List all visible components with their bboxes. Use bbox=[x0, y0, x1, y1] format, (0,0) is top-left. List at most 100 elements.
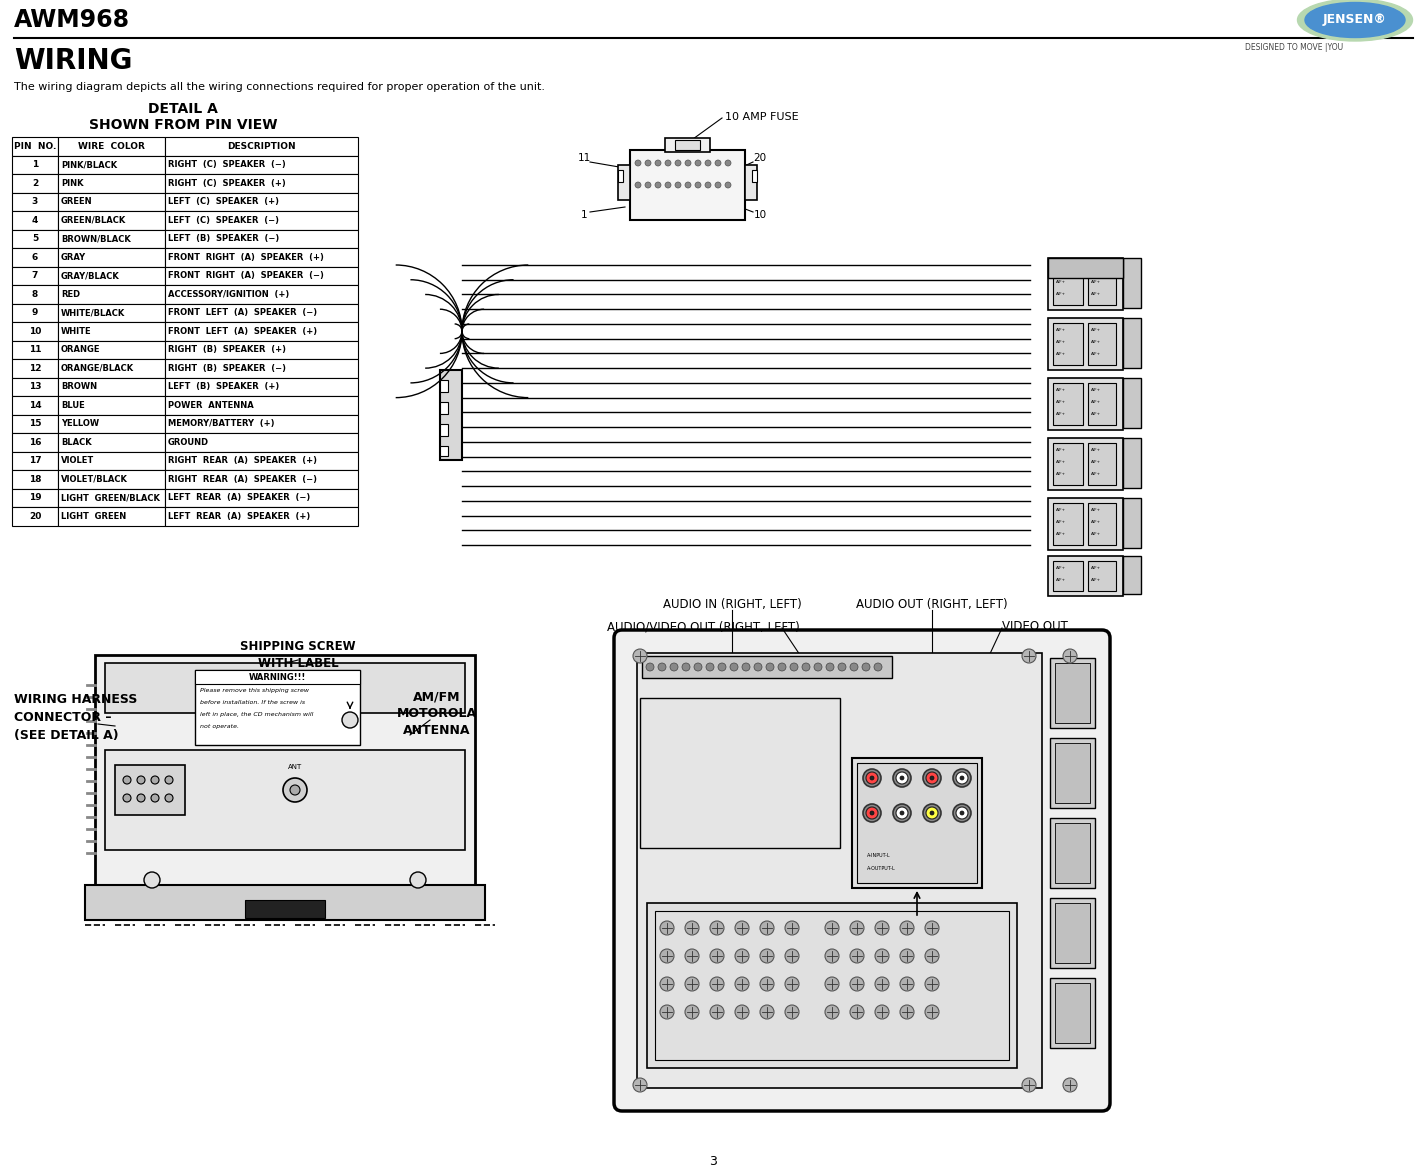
Text: GRAY/BLACK: GRAY/BLACK bbox=[61, 272, 120, 280]
Text: 14: 14 bbox=[29, 400, 41, 410]
Text: BLACK: BLACK bbox=[61, 438, 91, 447]
Circle shape bbox=[900, 977, 915, 991]
Circle shape bbox=[863, 769, 880, 787]
Bar bbox=[11, 303, 59, 322]
Text: BROWN/BLACK: BROWN/BLACK bbox=[61, 234, 131, 244]
Bar bbox=[166, 192, 358, 211]
Text: A/F+: A/F+ bbox=[1092, 566, 1102, 570]
Bar bbox=[59, 470, 166, 488]
Circle shape bbox=[866, 772, 878, 785]
Text: ACCESSORY/IGNITION  (+): ACCESSORY/IGNITION (+) bbox=[168, 289, 290, 299]
Text: A/F+: A/F+ bbox=[1056, 388, 1066, 392]
Bar bbox=[11, 488, 59, 507]
Bar bbox=[1047, 498, 1123, 550]
Circle shape bbox=[694, 663, 702, 671]
Circle shape bbox=[953, 769, 970, 787]
Bar bbox=[1047, 258, 1123, 310]
Bar bbox=[166, 285, 358, 303]
Circle shape bbox=[645, 182, 651, 189]
Text: A/F+: A/F+ bbox=[1056, 520, 1066, 523]
Bar bbox=[166, 470, 358, 488]
Bar bbox=[11, 248, 59, 267]
Bar bbox=[59, 267, 166, 285]
Circle shape bbox=[725, 182, 731, 189]
Bar bbox=[59, 341, 166, 359]
Bar bbox=[11, 377, 59, 396]
Text: A/F+: A/F+ bbox=[1092, 280, 1102, 285]
Text: AM/FM
MOTOROLA
ANTENNA: AM/FM MOTOROLA ANTENNA bbox=[397, 690, 477, 737]
Bar bbox=[116, 765, 186, 815]
Circle shape bbox=[144, 872, 160, 888]
Circle shape bbox=[925, 949, 939, 963]
Text: A/F+: A/F+ bbox=[1092, 460, 1102, 464]
Bar bbox=[59, 285, 166, 303]
Bar bbox=[1050, 978, 1095, 1048]
Circle shape bbox=[900, 1005, 915, 1019]
Text: RIGHT  REAR  (A)  SPEAKER  (−): RIGHT REAR (A) SPEAKER (−) bbox=[168, 474, 317, 484]
Bar bbox=[166, 359, 358, 377]
Circle shape bbox=[123, 776, 131, 785]
Text: RIGHT  REAR  (A)  SPEAKER  (+): RIGHT REAR (A) SPEAKER (+) bbox=[168, 457, 317, 465]
Bar bbox=[618, 170, 624, 182]
Text: ANT: ANT bbox=[288, 763, 303, 771]
Text: ORANGE/BLACK: ORANGE/BLACK bbox=[61, 364, 134, 372]
Circle shape bbox=[896, 807, 908, 819]
Text: LEFT  REAR  (A)  SPEAKER  (+): LEFT REAR (A) SPEAKER (+) bbox=[168, 512, 310, 521]
Bar bbox=[440, 381, 448, 392]
Circle shape bbox=[685, 182, 691, 189]
Bar bbox=[655, 911, 1009, 1060]
Bar bbox=[166, 156, 358, 174]
Circle shape bbox=[850, 977, 863, 991]
Text: WHITE: WHITE bbox=[61, 327, 91, 336]
Bar bbox=[59, 137, 166, 156]
Bar bbox=[166, 488, 358, 507]
Circle shape bbox=[645, 160, 651, 166]
Bar bbox=[11, 341, 59, 359]
Bar bbox=[646, 903, 1017, 1068]
Bar bbox=[639, 698, 841, 848]
Bar bbox=[11, 322, 59, 341]
Text: 12: 12 bbox=[29, 364, 41, 372]
Circle shape bbox=[661, 922, 674, 934]
Text: WIRING HARNESS
CONNECTOR –
(SEE DETAIL A): WIRING HARNESS CONNECTOR – (SEE DETAIL A… bbox=[14, 693, 137, 742]
Text: A/F+: A/F+ bbox=[1056, 328, 1066, 333]
Circle shape bbox=[778, 663, 786, 671]
Text: 2: 2 bbox=[31, 179, 39, 187]
Text: 15: 15 bbox=[29, 419, 41, 429]
Circle shape bbox=[671, 663, 678, 671]
Bar bbox=[245, 900, 325, 918]
Bar bbox=[166, 174, 358, 192]
Text: PINK/BLACK: PINK/BLACK bbox=[61, 160, 117, 170]
Circle shape bbox=[893, 804, 910, 822]
Circle shape bbox=[685, 160, 691, 166]
Text: A/F+: A/F+ bbox=[1056, 508, 1066, 512]
Text: WARNING!!!: WARNING!!! bbox=[248, 672, 305, 682]
Bar bbox=[106, 663, 465, 713]
Circle shape bbox=[825, 922, 839, 934]
Bar bbox=[59, 156, 166, 174]
Text: RIGHT  (B)  SPEAKER  (+): RIGHT (B) SPEAKER (+) bbox=[168, 345, 285, 355]
Circle shape bbox=[926, 772, 938, 785]
Text: BROWN: BROWN bbox=[61, 382, 97, 391]
Bar bbox=[166, 507, 358, 526]
Circle shape bbox=[862, 663, 870, 671]
Bar bbox=[1050, 738, 1095, 808]
Text: 8: 8 bbox=[31, 289, 39, 299]
Bar bbox=[59, 192, 166, 211]
Bar bbox=[1050, 658, 1095, 728]
Text: A/F+: A/F+ bbox=[1092, 472, 1102, 475]
Text: A/F+: A/F+ bbox=[1056, 532, 1066, 536]
Text: 17: 17 bbox=[29, 457, 41, 465]
Circle shape bbox=[870, 776, 873, 780]
Circle shape bbox=[923, 804, 940, 822]
Bar bbox=[11, 211, 59, 230]
Circle shape bbox=[665, 160, 671, 166]
Circle shape bbox=[826, 663, 833, 671]
Circle shape bbox=[923, 769, 940, 787]
Text: RIGHT  (C)  SPEAKER  (+): RIGHT (C) SPEAKER (+) bbox=[168, 179, 285, 187]
Text: GREEN/BLACK: GREEN/BLACK bbox=[61, 215, 126, 225]
Text: left in place, the CD mechanism will: left in place, the CD mechanism will bbox=[200, 712, 314, 717]
Text: The wiring diagram depicts all the wiring connections required for proper operat: The wiring diagram depicts all the wirin… bbox=[14, 82, 545, 93]
Text: A/F+: A/F+ bbox=[1056, 566, 1066, 570]
Text: A/F+: A/F+ bbox=[1092, 508, 1102, 512]
